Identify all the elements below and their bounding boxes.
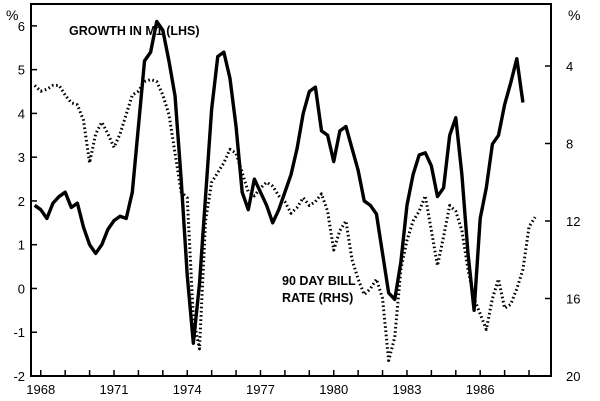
left-tick-label: 2 (18, 194, 25, 209)
right-tick-label: 16 (566, 292, 580, 307)
bill-rate-label-line2: RATE (RHS) (282, 291, 353, 305)
right-axis-ticks: 4 8 12 16 20 (545, 59, 580, 384)
left-tick-label: 6 (18, 19, 25, 34)
left-tick-label: 3 (18, 150, 25, 165)
right-tick-label: 4 (566, 59, 573, 74)
x-tick-label: 1983 (393, 382, 422, 397)
left-tick-label: 0 (18, 281, 25, 296)
left-axis-ticks: 6 5 4 3 2 1 0 -1 -2 (13, 19, 37, 384)
x-tick-label: 1977 (246, 382, 275, 397)
right-tick-label: 8 (566, 137, 573, 152)
x-tick-label: 1974 (173, 382, 202, 397)
right-tick-label: 20 (566, 369, 580, 384)
x-tick-label: 1968 (26, 382, 55, 397)
plot-frame (30, 3, 552, 377)
series-layer (33, 19, 537, 362)
right-tick-label: 12 (566, 214, 580, 229)
x-axis-ticks: 1968 1971 1974 1977 1980 1983 1986 (26, 370, 530, 397)
bill-rate-label-line1: 90 DAY BILL (282, 274, 356, 288)
left-tick-label: -2 (13, 369, 25, 384)
m1-growth-line (33, 19, 525, 345)
x-tick-label: 1971 (100, 382, 129, 397)
m1-series-label: GROWTH IN M1 (LHS) (69, 24, 200, 38)
x-tick-label: 1980 (319, 382, 348, 397)
left-tick-label: 5 (18, 63, 25, 78)
left-tick-label: 4 (18, 106, 25, 121)
left-axis-unit: % (6, 7, 18, 23)
x-tick-label: 1986 (466, 382, 495, 397)
left-tick-label: -1 (13, 325, 25, 340)
left-tick-label: 1 (18, 238, 25, 253)
bill-rate-line (33, 78, 537, 362)
right-axis-unit: % (568, 7, 580, 23)
